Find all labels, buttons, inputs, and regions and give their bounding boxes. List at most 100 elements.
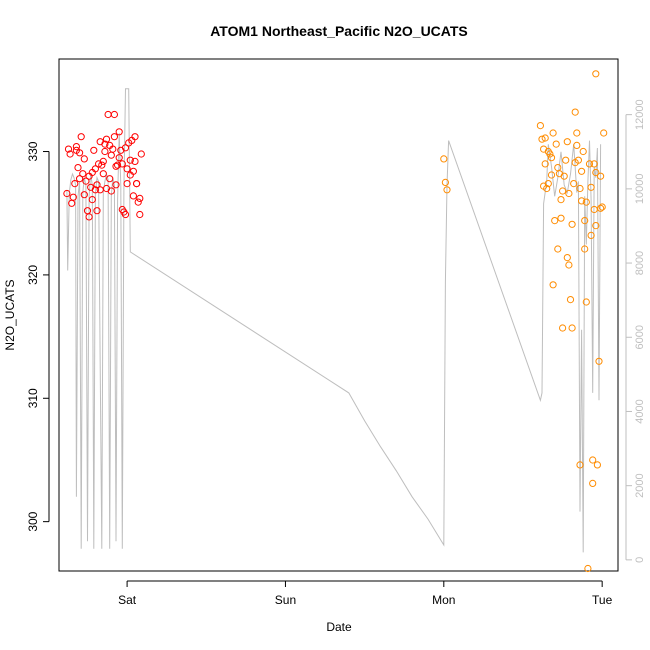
series-2-point [547,171,556,179]
series-1-point [112,181,120,189]
altitude-line-path [66,88,602,553]
series-2-point [559,187,567,195]
series-1-point [131,157,139,165]
y-tick-label: 310 [26,388,40,408]
series-2-point [554,245,562,253]
series-2-point [593,461,602,469]
series-1-point [79,170,87,178]
series-2-point [560,172,568,180]
series-1-point [91,186,100,194]
series-1-point [63,189,71,198]
series-2-point [552,140,560,148]
y2-tick-label: 12000 [634,99,646,130]
series-2-point [554,164,562,172]
series-2-point [538,135,546,143]
series-1-point [112,162,120,170]
x-axis-label: Date [326,620,352,634]
series-1-point [93,207,101,215]
series-2-point [592,222,600,230]
y2-tick-label: 10000 [634,174,646,205]
series-2-point [566,296,575,304]
y2-tick-label: 2000 [634,473,646,497]
series-1-point [126,156,134,164]
series-2-point [563,254,571,262]
series-2-point [581,217,589,225]
series-2-point [573,129,581,137]
series-2-point [571,108,579,116]
series-1-point [126,171,134,179]
series-2-point [541,134,549,142]
series-1-point [118,160,126,168]
series-2-point [587,183,595,191]
series-2-point [592,70,600,78]
series-2-point [540,182,548,190]
series-2-point [585,160,594,168]
series-1-point [91,165,100,173]
altitude-line [66,88,602,553]
series-1-point [72,146,81,154]
series-1-point [131,133,139,141]
series-2-point [544,147,552,156]
series-1-point [121,210,130,219]
y2-tick-label: 8000 [634,251,646,275]
series-1-point [93,181,101,189]
y-tick-label: 300 [26,511,40,531]
series-1-point [99,170,107,178]
series-1-point [102,135,111,143]
series-1-point [123,180,131,188]
series-2-point [590,160,598,168]
series-1-point [66,150,74,158]
series-1-point [110,133,119,141]
series-2-point [584,564,592,573]
series-1-point [118,205,126,214]
series-1-point [110,110,119,119]
series-1-point [136,210,144,219]
series-1-point [133,180,141,188]
x-tick-label: Tue [592,593,613,607]
series-1-point [99,157,107,165]
y2-tick-label: 0 [634,557,646,563]
series-2-point [576,461,584,469]
series-2-point [536,122,545,130]
y2-axis: 0 2000 4000 6000 8000 10000 12000 [625,99,646,563]
x-tick-label: Mon [432,593,455,607]
series-1-point [64,145,73,153]
series-2-point [573,141,581,149]
series-2-point [563,138,571,146]
series-1-point [106,175,114,183]
x-axis: Sat Sun Mon Tue [118,580,613,607]
series-2-point [600,129,608,137]
series-2-point [440,155,448,163]
series-1-point [137,150,145,158]
series-2-point [587,231,595,239]
series-1-point [90,146,98,154]
series-1-point [106,141,114,149]
y-axis-label: N2O_UCATS [3,279,17,350]
series-1-point [107,151,115,159]
series-1-point [115,128,123,136]
series-2-point [565,261,573,269]
series-2-point [598,203,606,211]
series-2-point [549,129,557,137]
x-tick-label: Sat [118,593,137,607]
series-2-point [579,147,587,156]
series-2-point [578,197,586,205]
series-1-point [101,147,109,156]
series-1-point [85,213,93,221]
series-2-point [557,196,565,204]
y-axis: 300 310 320 330 [26,141,50,532]
series-2-point [582,198,590,206]
series-2-point [589,479,597,487]
series-2-point [571,159,579,167]
series-1-point [121,144,130,152]
y-tick-label: 330 [26,141,40,161]
series-2-point [557,214,565,222]
y-tick-label: 320 [26,265,40,285]
series-2-point [443,186,451,194]
data-points [63,70,608,573]
series-1-point [77,133,85,141]
chart-title: ATOM1 Northeast_Pacific N2O_UCATS [210,23,468,39]
series-2-point [565,189,573,198]
series-2-point [578,167,586,175]
